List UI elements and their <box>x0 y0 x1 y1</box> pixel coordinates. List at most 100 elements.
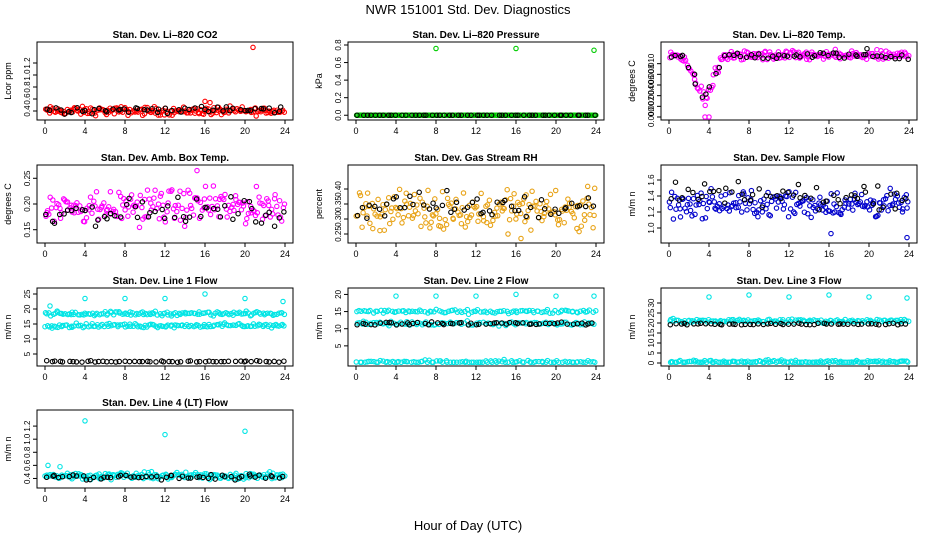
data-point <box>877 200 883 206</box>
y-tick-label: 5 <box>647 350 656 355</box>
x-tick-label: 0 <box>666 249 671 259</box>
data-point <box>453 359 460 366</box>
data-point <box>177 217 184 223</box>
data-point <box>158 190 165 197</box>
data-point <box>370 225 376 232</box>
x-tick-label: 0 <box>666 372 671 382</box>
data-point <box>441 112 448 118</box>
data-point <box>439 320 446 327</box>
data-point <box>785 189 791 196</box>
y-tick-label: 1.4 <box>647 190 656 202</box>
data-point <box>281 358 287 364</box>
data-point <box>201 196 208 202</box>
data-point <box>449 112 456 118</box>
series-all <box>353 291 599 366</box>
data-point <box>741 197 748 203</box>
data-point <box>202 183 209 190</box>
data-point <box>100 358 106 365</box>
panel-sampleflow: Stan. Dev. Sample Flow m/m n 0 4 8 12 16 20 24 1.… <box>627 153 918 259</box>
data-point <box>194 474 200 480</box>
data-point <box>200 474 206 481</box>
data-point <box>214 206 221 212</box>
x-tick-label: 8 <box>433 372 438 382</box>
data-point <box>175 194 181 201</box>
data-point <box>699 193 705 200</box>
data-point <box>193 196 200 202</box>
data-point <box>165 322 171 328</box>
data-point <box>114 309 120 315</box>
data-point <box>673 320 679 327</box>
data-point <box>593 308 599 314</box>
data-point <box>553 293 559 299</box>
data-point <box>166 188 172 194</box>
data-point <box>354 112 360 118</box>
x-tick-label: 8 <box>122 249 127 259</box>
panel-ylabel: m/m n <box>3 314 13 339</box>
data-point <box>59 473 66 480</box>
data-point <box>280 298 286 305</box>
data-point <box>258 220 265 226</box>
data-point <box>864 45 870 52</box>
data-point <box>444 187 450 194</box>
data-point <box>775 52 782 58</box>
data-point <box>439 202 446 209</box>
data-point <box>826 292 832 298</box>
data-point <box>580 359 586 366</box>
data-point <box>739 191 745 197</box>
x-tick-label: 16 <box>511 249 521 259</box>
data-point <box>68 207 75 214</box>
data-point <box>96 105 102 112</box>
data-point <box>172 202 179 209</box>
data-point <box>123 201 130 208</box>
data-point <box>79 359 85 365</box>
data-point <box>130 209 136 215</box>
data-point <box>126 195 132 202</box>
data-point <box>225 358 232 365</box>
data-point <box>92 203 98 209</box>
x-tick-label: 12 <box>471 249 481 259</box>
data-point <box>263 212 269 218</box>
data-point <box>706 114 712 120</box>
data-point <box>591 185 598 192</box>
panel-ylabel: Lcor ppm <box>3 62 13 100</box>
x-tick-label: 16 <box>511 126 521 136</box>
data-point <box>457 212 464 218</box>
y-tick-label: 0.6 <box>23 459 32 471</box>
data-point <box>830 50 837 56</box>
data-point <box>122 324 129 330</box>
data-point <box>132 203 139 210</box>
data-point <box>73 473 80 479</box>
data-point <box>513 291 519 298</box>
data-point <box>870 198 877 204</box>
data-point <box>132 320 138 327</box>
data-point <box>843 194 849 201</box>
data-point <box>703 94 709 101</box>
data-point <box>749 191 756 198</box>
data-point <box>230 216 236 223</box>
data-point <box>538 197 545 203</box>
data-point <box>164 110 171 117</box>
data-point <box>729 189 735 195</box>
data-point <box>894 190 900 197</box>
data-point <box>395 308 402 314</box>
data-point <box>136 358 143 365</box>
data-point <box>684 322 690 328</box>
data-point <box>775 49 782 55</box>
data-point <box>539 359 546 366</box>
data-point <box>393 293 399 299</box>
data-point <box>147 358 153 365</box>
data-point <box>805 211 811 217</box>
data-point <box>423 112 429 118</box>
data-point <box>837 200 843 207</box>
data-point <box>792 210 798 217</box>
data-point <box>73 205 79 212</box>
data-point <box>822 204 829 210</box>
panel-ylabel: degrees C <box>3 183 13 225</box>
data-point <box>565 196 571 202</box>
data-point <box>756 318 763 324</box>
data-point <box>578 223 585 229</box>
data-point <box>746 292 752 298</box>
data-point <box>464 306 471 313</box>
y-tick-label: 0.000 <box>647 106 656 127</box>
data-point <box>882 321 889 328</box>
